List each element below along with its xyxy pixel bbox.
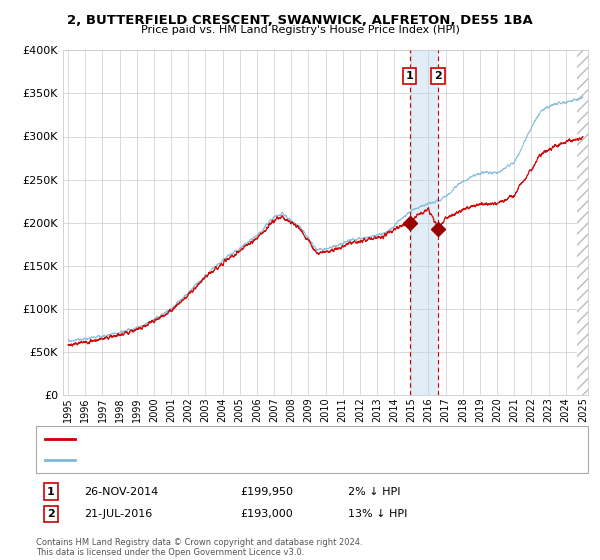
Text: HPI: Average price, detached house, Amber Valley: HPI: Average price, detached house, Ambe… (81, 455, 320, 464)
Bar (410, 50, 438, 395)
Text: 1: 1 (406, 71, 413, 81)
Text: Price paid vs. HM Land Registry's House Price Index (HPI): Price paid vs. HM Land Registry's House … (140, 25, 460, 35)
Text: £199,950: £199,950 (240, 487, 293, 497)
Text: Contains HM Land Registry data © Crown copyright and database right 2024.
This d: Contains HM Land Registry data © Crown c… (36, 538, 362, 557)
Text: £193,000: £193,000 (240, 509, 293, 519)
Text: 26-NOV-2014: 26-NOV-2014 (84, 487, 158, 497)
Text: 2% ↓ HPI: 2% ↓ HPI (348, 487, 401, 497)
Text: 13% ↓ HPI: 13% ↓ HPI (348, 509, 407, 519)
Text: 2, BUTTERFIELD CRESCENT, SWANWICK, ALFRETON, DE55 1BA (detached house): 2, BUTTERFIELD CRESCENT, SWANWICK, ALFRE… (81, 435, 465, 444)
Bar (577, 50, 588, 395)
Bar (577, 50, 588, 395)
Text: 2: 2 (434, 71, 442, 81)
Text: 2, BUTTERFIELD CRESCENT, SWANWICK, ALFRETON, DE55 1BA: 2, BUTTERFIELD CRESCENT, SWANWICK, ALFRE… (67, 14, 533, 27)
Text: 1: 1 (47, 487, 55, 497)
Text: 2: 2 (47, 509, 55, 519)
Text: 21-JUL-2016: 21-JUL-2016 (84, 509, 152, 519)
